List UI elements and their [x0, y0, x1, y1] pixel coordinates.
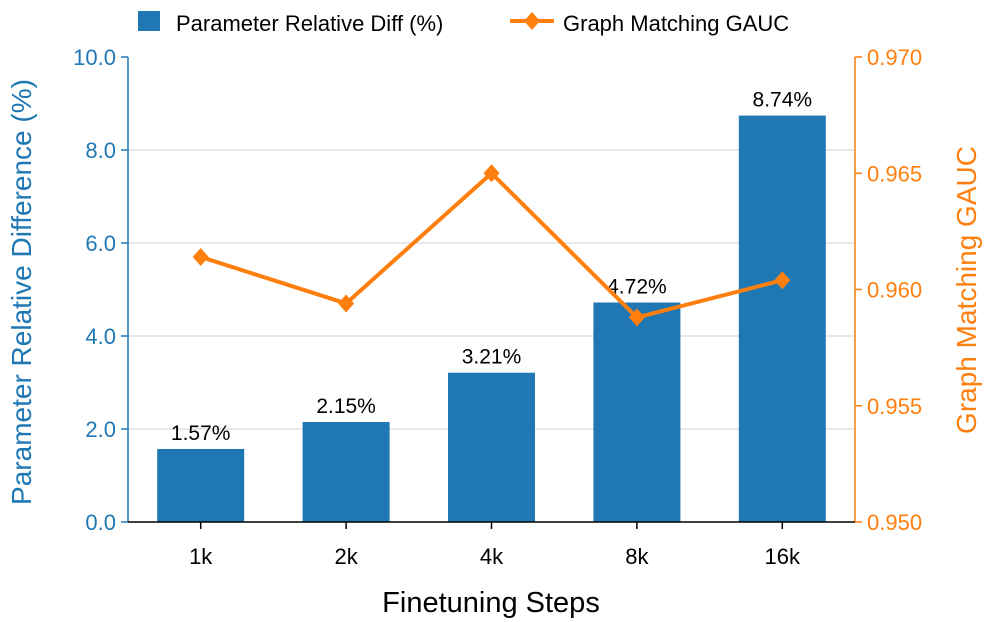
x-tick-label: 1k [189, 544, 213, 569]
right-tick-label: 0.965 [867, 161, 922, 186]
gauc-line-series [192, 164, 791, 327]
x-axis-label: Finetuning Steps [382, 587, 600, 619]
x-tick-label: 16k [765, 544, 801, 569]
right-tick-label: 0.955 [867, 394, 922, 419]
left-tick-label: 4.0 [85, 324, 116, 349]
legend-line-label: Graph Matching GAUC [563, 11, 789, 36]
bars [157, 115, 826, 522]
gauc-marker [774, 271, 791, 290]
right-tick-label: 0.960 [867, 278, 922, 303]
gauc-marker [628, 308, 645, 327]
right-tick-label: 0.950 [867, 510, 922, 535]
left-tick-label: 0.0 [85, 510, 116, 535]
bar-value-label: 8.74% [753, 89, 813, 112]
bar [302, 422, 390, 522]
right-tick-label: 0.970 [867, 45, 922, 70]
bar-value-label: 3.21% [462, 346, 522, 369]
x-ticks: 1k 2k 4k 8k 16k [189, 522, 801, 569]
bar-value-label: 2.15% [316, 395, 376, 418]
gauc-marker [483, 164, 500, 183]
left-y-ticks: 0.0 2.0 4.0 6.0 8.0 10.0 [73, 45, 128, 535]
left-tick-label: 10.0 [73, 45, 116, 70]
gauc-line [200, 171, 783, 320]
left-tick-label: 2.0 [85, 417, 116, 442]
bar [157, 448, 245, 522]
gauc-marker [192, 247, 209, 266]
gauc-marker [338, 294, 355, 313]
left-y-axis-label: Parameter Relative Difference (%) [6, 79, 37, 505]
right-y-ticks: 0.950 0.955 0.960 0.965 0.970 [855, 45, 922, 535]
legend: Parameter Relative Diff (%) Graph Matchi… [138, 11, 789, 36]
bar-value-label: 1.57% [171, 422, 231, 445]
right-y-axis-label: Graph Matching GAUC [951, 146, 982, 434]
legend-diamond-marker [524, 12, 540, 30]
bar [738, 115, 826, 522]
x-tick-label: 8k [625, 544, 649, 569]
x-tick-label: 4k [480, 544, 504, 569]
left-tick-label: 6.0 [85, 231, 116, 256]
bar [593, 302, 681, 522]
bar-value-label: 4.72% [607, 276, 667, 299]
x-tick-label: 2k [334, 544, 358, 569]
left-tick-label: 8.0 [85, 138, 116, 163]
bar-labels: 1.57% 2.15% 3.21% 4.72% 8.74% [171, 89, 812, 445]
bar [448, 372, 535, 522]
legend-bar-swatch [138, 11, 160, 31]
legend-bar-label: Parameter Relative Diff (%) [176, 11, 443, 36]
